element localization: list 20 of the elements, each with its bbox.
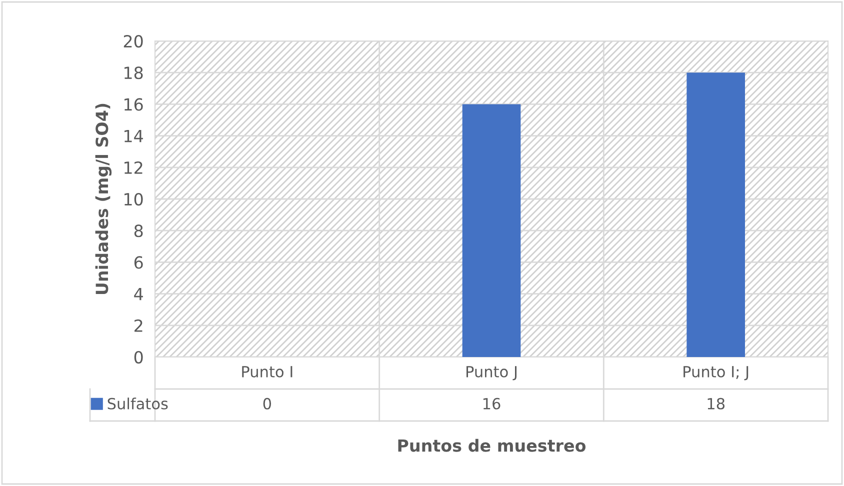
x-tick-label: Punto I; J xyxy=(684,366,748,380)
x-axis-title: Puntos de muestreo xyxy=(398,438,586,452)
y-tick-label: 2 xyxy=(134,319,142,332)
y-tick-label: 20 xyxy=(124,34,143,48)
y-tick-label: 16 xyxy=(124,98,143,111)
x-tick-label: Punto I xyxy=(242,366,292,378)
y-tick-label: 18 xyxy=(124,66,143,80)
data-label: 0 xyxy=(263,398,272,410)
y-tick-label: 6 xyxy=(134,256,143,269)
y-tick-label: 12 xyxy=(124,161,142,174)
y-tick-label: 8 xyxy=(134,224,143,238)
data-label: 16 xyxy=(483,398,500,410)
data-label: 18 xyxy=(708,398,725,410)
y-tick-label: 10 xyxy=(124,192,143,206)
x-tick-label: Punto J xyxy=(466,366,517,380)
y-tick-label: 4 xyxy=(134,288,143,300)
y-tick-label: 14 xyxy=(124,130,143,142)
legend-label: Sulfatos xyxy=(108,398,168,410)
y-axis-title: Unidades (mg/l SO4) xyxy=(95,104,112,294)
y-tick-label: 0 xyxy=(134,350,143,364)
